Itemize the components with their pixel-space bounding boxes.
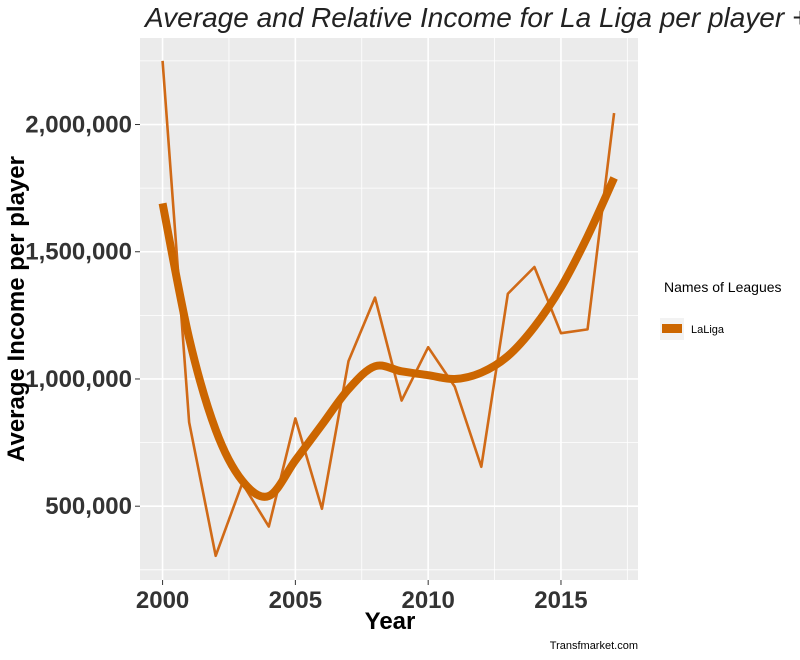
legend-label-laliga: LaLiga: [691, 324, 725, 336]
grid-lines: [140, 38, 638, 580]
x-axis-title: Year: [365, 608, 416, 635]
x-tick-label: 2010: [401, 587, 454, 614]
y-tick-label: 2,000,000: [25, 112, 132, 139]
series-laliga-raw-line: [161, 60, 616, 558]
chart-title: Average and Relative Income for La Liga …: [143, 2, 800, 33]
y-axis: 500,000 1,000,000 1,500,000 2,000,000: [25, 112, 140, 520]
legend-key-swatch: [662, 324, 682, 333]
x-tick-label: 2015: [534, 587, 587, 614]
y-tick-label: 500,000: [45, 493, 132, 520]
x-tick-label: 2000: [136, 587, 189, 614]
series-laliga-smooth-line: [158, 176, 618, 501]
source-caption: Transfmarket.com: [550, 640, 638, 652]
y-axis-title: Average Income per player: [3, 156, 30, 462]
x-tick-label: 2005: [269, 587, 322, 614]
series-lines: [158, 60, 618, 558]
y-tick-label: 1,000,000: [25, 366, 132, 393]
legend-title: Names of Leagues: [664, 279, 782, 295]
legend: Names of Leagues LaLiga: [660, 279, 782, 340]
y-tick-label: 1,500,000: [25, 239, 132, 266]
x-axis: 2000 2005 2010 2015: [136, 580, 588, 614]
plot-panel: [140, 38, 638, 580]
